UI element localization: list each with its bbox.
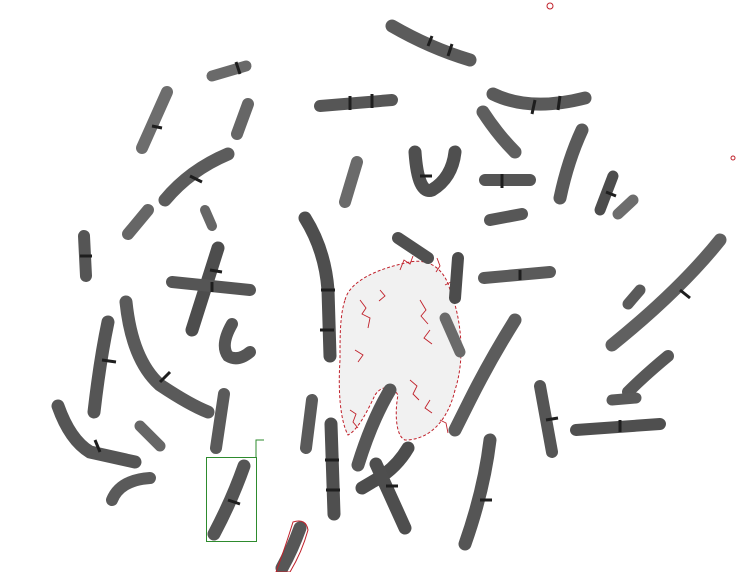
chromosome (392, 232, 434, 264)
chromosome (158, 147, 235, 207)
nucleus-fill (339, 261, 462, 440)
chromosome (314, 94, 398, 112)
chromosome (355, 441, 415, 495)
chromosome (622, 284, 646, 310)
chromosome (458, 433, 497, 551)
chromosome (553, 123, 589, 205)
chromosome (478, 266, 556, 284)
chromosome (351, 383, 397, 472)
chromosome (448, 313, 522, 437)
chromosome (134, 420, 166, 452)
chromosome (449, 252, 464, 304)
chromosome (231, 98, 254, 140)
chromosome (87, 315, 115, 419)
green-selection-rectangle[interactable] (206, 439, 265, 542)
selection-box[interactable] (206, 457, 257, 542)
chromosome (136, 86, 173, 154)
chromosome (51, 399, 142, 469)
chromosome (324, 417, 341, 521)
nucleus-region (338, 255, 462, 441)
chromosome (210, 388, 230, 454)
red-dot (730, 155, 736, 161)
band (80, 35, 691, 506)
chromosome (606, 392, 642, 406)
chromosome (408, 145, 462, 197)
chromosome (612, 194, 639, 220)
chromosome (200, 205, 217, 231)
chromosome-bands (80, 35, 691, 506)
red-contour-inner-1 (354, 289, 433, 414)
red-dot (546, 2, 554, 10)
red-segmentation-contour (338, 260, 462, 441)
chromosome (570, 418, 666, 436)
chromosome (218, 318, 256, 365)
chromosome (385, 19, 477, 67)
chromosome (300, 394, 318, 454)
chromosome (476, 105, 522, 159)
chromosome (439, 312, 466, 358)
chromosome (622, 350, 674, 398)
chromosome (484, 208, 528, 226)
chromosome (339, 156, 363, 208)
chromosome (605, 233, 727, 352)
chromosome (119, 295, 215, 419)
red-chromosome-outline (275, 520, 309, 572)
chromosome (369, 457, 412, 535)
chromosomes (51, 19, 727, 572)
chromosome (206, 60, 252, 82)
chromosome (486, 87, 592, 111)
selection-handle[interactable] (255, 439, 264, 457)
chromosome (275, 521, 307, 572)
chromosome (298, 211, 337, 363)
chromosome (122, 204, 154, 240)
chromosome (106, 472, 156, 506)
